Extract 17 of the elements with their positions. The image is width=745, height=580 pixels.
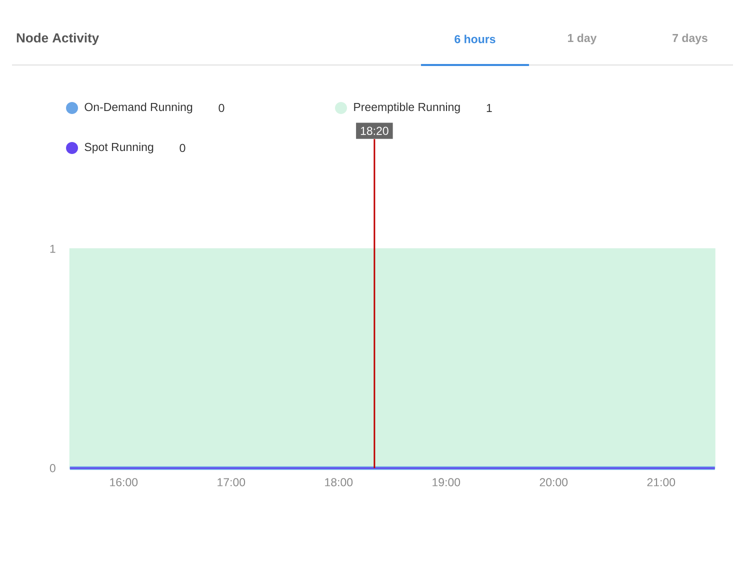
chart-title: Node Activity — [16, 32, 100, 46]
x-tick-label: 20:00 — [540, 478, 568, 486]
x-tick-label: 18:00 — [325, 478, 353, 486]
text: 7 days — [672, 34, 708, 44]
ref-line-label: 18:20 — [360, 126, 388, 135]
annotation: 0 — [180, 144, 186, 152]
legend-label: On-Demand Running — [84, 102, 192, 114]
legend-label: Spot Running — [84, 142, 154, 154]
x-tick-label: 17:00 — [218, 478, 246, 486]
text: 0 — [218, 104, 224, 112]
text: 1 day — [568, 34, 597, 44]
text: 6 hours — [454, 34, 496, 44]
x-tick-label: 21:00 — [647, 478, 676, 486]
legend-label: Preemptible Running — [354, 102, 460, 114]
text: 1 — [486, 104, 492, 112]
x-tick-label: 19:00 — [432, 478, 460, 486]
x-tick-label: 16:00 — [110, 478, 138, 486]
